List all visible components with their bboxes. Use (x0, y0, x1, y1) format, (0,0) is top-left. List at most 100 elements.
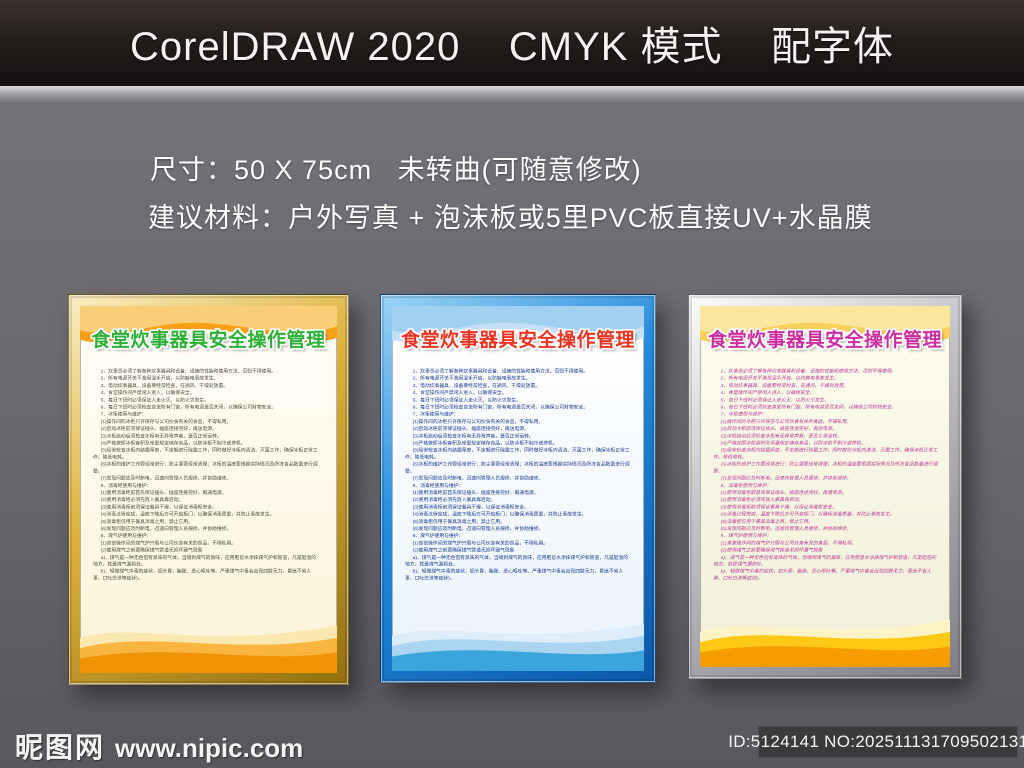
poster-body-line: (1)食堂操作间的煤气炉只限与公司伙食有关的食品，不得私用。 (100, 540, 237, 546)
poster-body-line: 2、所有电源开关不准用湿手开启，以防触电事故发生。 (412, 375, 531, 382)
poster-page: 食堂炊事器具安全操作管理 1、炊事员必须了解各种炊事器具和设备、设施的性能和使用… (392, 306, 644, 671)
poster-body-line: (5)经常检查冰柜内结霜厚度，不定期进行除霜工作，同时做好冰柜内清洁、灭菌工作，… (713, 447, 938, 460)
poster-body-line: (2)启动冰柜前须保证插头、插座连接完好，再送电源。 (412, 426, 529, 432)
poster-body-line: 8、消毒柜使用与维护： (100, 482, 152, 489)
poster-body-line: 8、消毒柜使用与维护： (412, 482, 464, 489)
poster-body-line: 4、食堂操作间严禁闲人进入，以确保安全。 (412, 390, 507, 396)
poster-body-line: (6)发现问题应及时断电，迅速向管理人员报修，并协助维修。 (720, 525, 852, 532)
poster-body-line: 2、所有电源开关不准用湿手开启，以防触电事故发生。 (720, 375, 839, 382)
poster-bottom-wave-decoration (392, 623, 644, 671)
poster-page: 食堂炊事器具安全操作管理 1、炊事员必须了解各种炊事器具和设备、设施的性能和使用… (700, 306, 950, 667)
poster-body-line: b)、轻微煤气中毒的症状，如头昏、脑胀、恶心呕吐等。严重煤气中毒会出现四肢无力、… (405, 568, 624, 581)
poster-top-wave-decoration (80, 306, 337, 343)
poster-body-line: (4)严格按照冰柜容积及采量规定储存食品，以防冰柜不制冷或停机。 (100, 440, 246, 447)
poster-gold-frame: 食堂炊事器具安全操作管理 1、炊事员必须了解各种炊事器具和设备、设施的性能和使用… (68, 294, 349, 685)
poster-body-line: (1)食堂操作间的煤气炉只限与公司伙食有关的食品，不得私用。 (412, 540, 549, 546)
poster-body-line: (2)使用煤气之前要确保煤气管道无损坏漏气现象 (100, 547, 203, 554)
poster-body-line: 5、每日下班时必须保证人走火灭，以防火灾发生。 (720, 397, 829, 403)
poster-body-line: (7)发现问题应及时断电，迅速向管理人员报修，并协助维修。 (412, 475, 544, 482)
banner-title: CorelDRAW 2020 CMYK 模式 配字体 (130, 25, 894, 69)
poster-body-line: (5)经常检查冰柜内结霜厚度，不定期进行除霜工作，同时做好冰柜内清洁、灭菌工作，… (405, 447, 630, 460)
poster-body-line: (2)启动冰柜前须保证插头、插座连接完好，再送电源。 (100, 426, 217, 432)
poster-silver-frame: 食堂炊事器具安全操作管理 1、炊事员必须了解各种炊事器具和设备、设施的性能和使用… (688, 294, 962, 679)
poster-body: 1、炊事员必须了解各种炊事器具和设备、设施的性能和使用方法，否则不得使用。 2、所… (93, 368, 319, 648)
poster-body-line: 4、食堂操作间严禁闲人进入，以确保安全。 (720, 390, 815, 396)
divider-bar (0, 86, 1024, 104)
poster-body-line: (3)使用消毒柜前须保证餐具干燥，以保证消毒柜安全。 (100, 504, 217, 510)
site-logo-text: 昵图网 (15, 732, 106, 763)
poster-body-line: 3、电动炊事器具、设备要经常检查，在通风、干燥处放置。 (412, 382, 541, 389)
poster-body-line: 1、炊事员必须了解各种炊事器具和设备、设施的性能和使用方法，否则不得使用。 (100, 368, 277, 375)
poster-body-line: 7、冰柜使用与维护： (720, 411, 767, 418)
site-url-text: www.nipic.com (115, 733, 304, 763)
poster-body-line: (5)经常检查冰柜内结霜厚度，不定期进行除霜工作，同时做好冰柜内清洁、灭菌工作，… (93, 447, 318, 460)
watermark-site: 昵图网 www.nipic.com (15, 726, 303, 766)
poster-body-line: 6、每日下班时必须检查食堂所有门窗，所有电源是否关闭，以确保公司财物安全。 (100, 404, 277, 411)
poster-body-line: 5、每日下班时必须保证人走火灭，以防火灾发生。 (412, 397, 521, 403)
poster-body-line: (6)发现问题应及时断电，迅速向管理人员报修，并协助维修。 (100, 525, 232, 532)
poster-body-line: (1)食堂操作间的煤气炉只限与公司伙食有关的食品，不得私用。 (720, 540, 857, 546)
poster-body: 1、炊事员必须了解各种炊事器具和设备、设施的性能和使用方法，否则不得使用。 2、所… (405, 368, 631, 648)
poster-body-line: 7、冰柜使用与维护： (100, 411, 147, 418)
top-banner: CorelDRAW 2020 CMYK 模式 配字体 (0, 0, 1024, 86)
poster-body-line: (1)操作间的冰柜只许保存与公司伙食有关的食品，不得私用。 (100, 418, 232, 425)
poster-body-line: 1、炊事员必须了解各种炊事器具和设备、设施的性能和使用方法，否则不得使用。 (720, 368, 897, 375)
poster-body-line: (7)发现问题应及时断电，迅速向管理人员报修，并协助维修。 (100, 475, 232, 482)
poster-body-line: (4)消毒过程完成，温度下降后方可开启柜门，以确保消毒质量，并防止事故发生。 (100, 511, 275, 518)
poster-body-line: (2)使用消毒柜必须先放入餐具再启动。 (720, 497, 804, 503)
poster-body-line: (4)消毒过程完成，温度下降后方可开启柜门，以确保消毒质量，并防止事故发生。 (412, 511, 587, 518)
poster-body-line: (3)使用消毒柜前须保证餐具干燥，以保证消毒柜安全。 (412, 504, 529, 510)
poster-body-line: (1)操作间的冰柜只许保存与公司伙食有关的食品，不得私用。 (720, 418, 852, 425)
poster-body-line: 2、所有电源开关不准用湿手开启，以防触电事故发生。 (100, 375, 219, 382)
poster-title: 食堂炊事器具安全操作管理 (707, 330, 942, 351)
poster-body-line: b)、轻微煤气中毒的症状，如头昏、脑胀、恶心呕吐等。严重煤气中毒会出现四肢无力、… (713, 568, 932, 581)
poster-body-line: 9、煤气炉使用与维护： (720, 533, 772, 539)
spec-size-text: 尺寸：50 X 75cm 未转曲(可随意修改) (150, 155, 642, 185)
poster-body-line: 5、每日下班时必须保证人走火灭，以防火灾发生。 (100, 397, 209, 403)
preview-canvas: 尺寸：50 X 75cm 未转曲(可随意修改) 建议材料：户外写真 + 泡沫板或… (0, 104, 1024, 768)
poster-body-line: (1)使用消毒柜前首先保证插头、插座连接完好，再通电源。 (100, 489, 227, 496)
poster-body-line: a)、煤气是一种无色但有臭味的气体，当嗅到煤气的臭味，应用肥皂水涂抹煤气炉和管道… (713, 554, 937, 567)
poster-body-line: (3)冰柜启动后须检查冰柜有无异常声音，是否正常运转。 (412, 433, 534, 439)
poster-body-line: (3)使用消毒柜前须保证餐具干燥，以保证消毒柜安全。 (720, 504, 837, 510)
poster-body-line: (6)冰柜的维护工作要经常进行：防尘罩要经常清理；冰柜的温度要根据实际情况及所冻… (713, 461, 938, 474)
poster-body-line: (6)冰柜的维护工作要经常进行：防尘罩要经常清理；冰柜的温度要根据实际情况及所冻… (93, 461, 318, 474)
poster-body-line: (2)启动冰柜前须保证插头、插座连接完好，再送电源。 (720, 426, 837, 432)
poster-body-line: a)、煤气是一种无色但有臭味的气体，当嗅到煤气的臭味，应用肥皂水涂抹煤气炉和管道… (405, 554, 629, 567)
poster-body-line: 4、食堂操作间严禁闲人进入，以确保安全。 (100, 390, 195, 396)
poster-body-line: 9、煤气炉使用与维护： (100, 533, 152, 539)
poster-body-line: (6)发现问题应及时断电，迅速向管理人员报修，并协助维修。 (412, 525, 544, 532)
poster-top-wave-decoration (392, 306, 644, 343)
poster-body-line: (2)使用煤气之前要确保煤气管道无损坏漏气现象 (720, 547, 823, 554)
poster-body-line: 6、每日下班时必须检查食堂所有门窗，所有电源是否关闭，以确保公司财物安全。 (720, 404, 897, 411)
poster-body-line: (6)冰柜的维护工作要经常进行：防尘罩要经常清理；冰柜的温度要根据实际情况及所冻… (405, 461, 630, 474)
poster-body: 1、炊事员必须了解各种炊事器具和设备、设施的性能和使用方法，否则不得使用。 2、所… (713, 368, 939, 648)
poster-title: 食堂炊事器具安全操作管理 (400, 330, 635, 351)
image-id-badge: ID:5124141 NO:20251113170950213120 (728, 726, 1024, 758)
poster-body-line: (4)严格按照冰柜容积及采量规定储存食品，以防冰柜不制冷或停机。 (412, 440, 558, 447)
poster-body-line: 7、冰柜使用与维护： (412, 411, 459, 418)
spec-material-text: 建议材料：户外写真 + 泡沫板或5里PVC板直接UV+水晶膜 (148, 203, 873, 233)
poster-body-line: (5)消毒柜仅用于餐具消毒之用，禁止它用。 (720, 518, 813, 525)
poster-bottom-wave-decoration (700, 619, 950, 667)
poster-body-line: 6、每日下班时必须检查食堂所有门窗，所有电源是否关闭，以确保公司财物安全。 (412, 404, 589, 411)
poster-body-line: (5)消毒柜仅用于餐具消毒之用，禁止它用。 (100, 518, 193, 525)
poster-row: 食堂炊事器具安全操作管理 1、炊事员必须了解各种炊事器具和设备、设施的性能和使用… (0, 294, 1024, 694)
poster-body-line: (7)发现问题应及时断电，迅速向管理人员报修，并协助维修。 (720, 475, 852, 482)
poster-body-line: 8、消毒柜使用与维护： (720, 482, 772, 489)
poster-body-line: (3)冰柜启动后须检查冰柜有无异常声音，是否正常运转。 (720, 433, 842, 439)
poster-body-line: (5)消毒柜仅用于餐具消毒之用，禁止它用。 (412, 518, 505, 525)
poster-blue-frame: 食堂炊事器具安全操作管理 1、炊事员必须了解各种炊事器具和设备、设施的性能和使用… (380, 294, 656, 683)
poster-page: 食堂炊事器具安全操作管理 1、炊事员必须了解各种炊事器具和设备、设施的性能和使用… (80, 306, 337, 673)
poster-body-line: b)、轻微煤气中毒的症状，如头昏、脑胀、恶心呕吐等。严重煤气中毒会出现四肢无力、… (93, 568, 312, 581)
poster-body-line: (1)使用消毒柜前首先保证插头、插座连接完好，再通电源。 (412, 489, 539, 496)
poster-body-line: 1、炊事员必须了解各种炊事器具和设备、设施的性能和使用方法，否则不得使用。 (412, 368, 589, 375)
poster-body-line: 3、电动炊事器具、设备要经常检查，在通风、干燥处放置。 (720, 382, 849, 389)
poster-body-line: (3)冰柜启动后须检查冰柜有无异常声音，是否正常运转。 (100, 433, 222, 439)
poster-body-line: (2)使用消毒柜必须先放入餐具再启动。 (100, 497, 184, 503)
poster-bottom-wave-decoration (80, 625, 337, 673)
poster-body-line: (2)使用煤气之前要确保煤气管道无损坏漏气现象 (412, 547, 515, 554)
poster-body-line: (1)使用消毒柜前首先保证插头、插座连接完好，再通电源。 (720, 489, 847, 496)
poster-title: 食堂炊事器具安全操作管理 (91, 330, 326, 351)
